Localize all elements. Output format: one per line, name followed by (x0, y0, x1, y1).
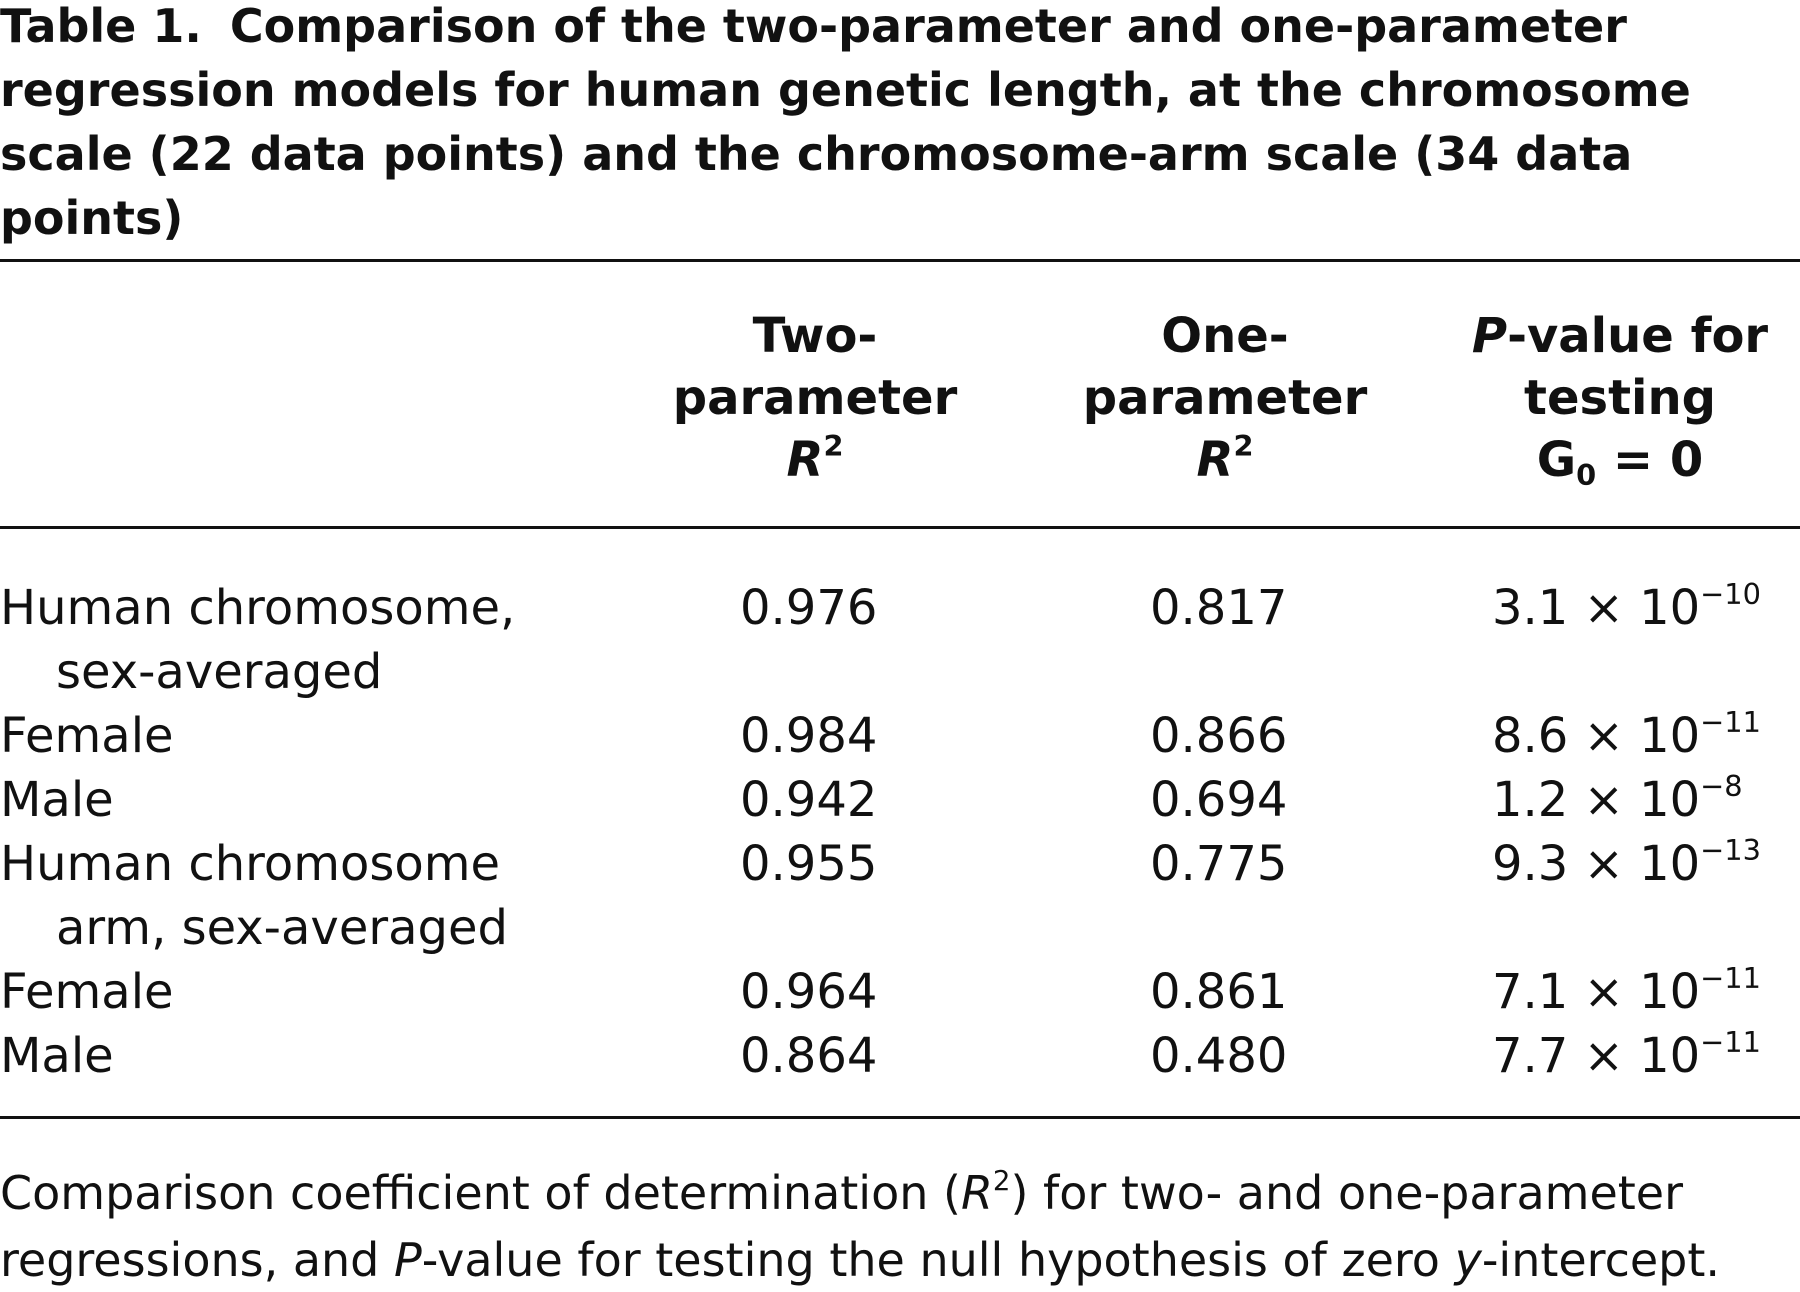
table-footnote: Comparison coefficient of determination … (0, 1163, 1721, 1287)
header-one-parameter: One- parameter R2 (1082, 308, 1368, 488)
cell-two-parameter: 0.864 (740, 1028, 878, 1084)
header-two-parameter: Two- parameter R2 (672, 308, 958, 488)
cell-p-value: 8.6 × 10−11 (1492, 704, 1761, 764)
bottom-rule (0, 1116, 1800, 1119)
cell-one-parameter: 0.817 (1150, 580, 1288, 636)
cell-one-parameter: 0.861 (1150, 964, 1288, 1020)
cell-two-parameter: 0.955 (740, 836, 878, 892)
table-title: Comparison of the two-parameter and one-… (0, 0, 1691, 245)
row-label: Female (0, 964, 174, 1020)
row-label: Human chromosome, sex-averaged (0, 580, 516, 700)
header-p-value: P-value for testing G0 = 0 (1471, 308, 1769, 492)
row-label: Male (0, 772, 114, 828)
row-label: Female (0, 708, 174, 764)
cell-two-parameter: 0.942 (740, 772, 878, 828)
row-label: Human chromosome arm, sex-averaged (0, 836, 508, 956)
cell-two-parameter: 0.984 (740, 708, 878, 764)
row-label: Male (0, 1028, 114, 1084)
top-rule (0, 259, 1800, 262)
table-caption: Table 1. Comparison of the two-parameter … (0, 0, 1790, 250)
cell-p-value: 7.7 × 10−11 (1492, 1024, 1761, 1084)
table-label: Table 1. (0, 0, 202, 53)
cell-two-parameter: 0.964 (740, 964, 878, 1020)
cell-one-parameter: 0.480 (1150, 1028, 1288, 1084)
cell-p-value: 7.1 × 10−11 (1492, 960, 1761, 1020)
cell-two-parameter: 0.976 (740, 580, 878, 636)
cell-one-parameter: 0.866 (1150, 708, 1288, 764)
cell-p-value: 1.2 × 10−8 (1492, 768, 1743, 828)
cell-one-parameter: 0.775 (1150, 836, 1288, 892)
cell-p-value: 9.3 × 10−13 (1492, 832, 1761, 892)
cell-one-parameter: 0.694 (1150, 772, 1288, 828)
cell-p-value: 3.1 × 10−10 (1492, 576, 1761, 636)
header-rule (0, 526, 1800, 529)
